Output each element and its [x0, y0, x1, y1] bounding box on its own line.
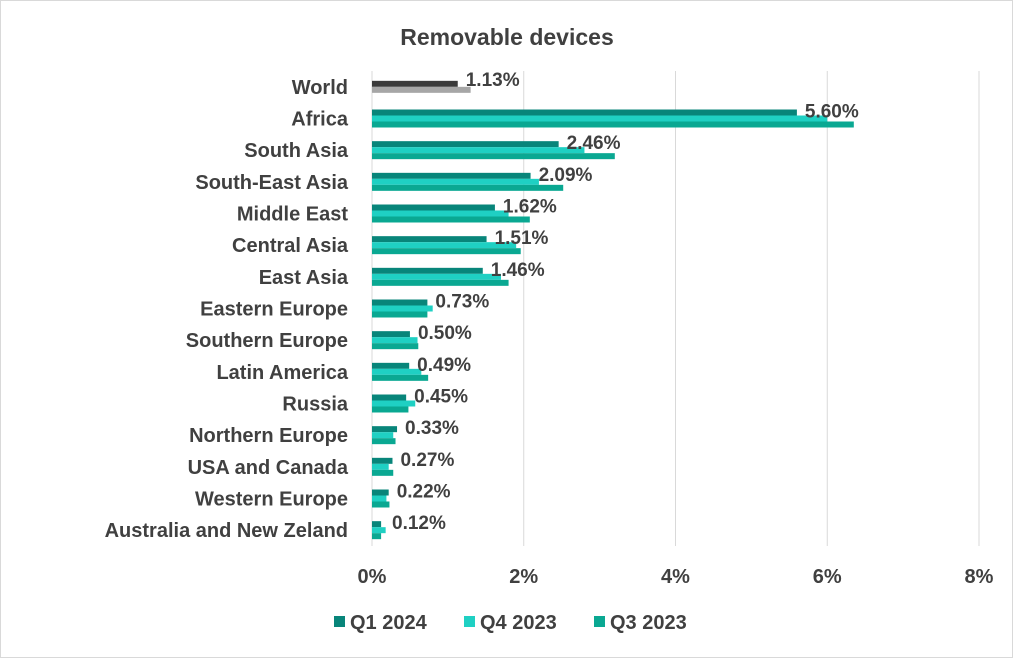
data-label: 0.50% — [418, 323, 472, 344]
legend-label: Q3 2023 — [610, 612, 687, 634]
bar-q1-2024 — [372, 141, 559, 148]
x-tick-label: 8% — [965, 566, 994, 588]
bar-q1-2024 — [372, 236, 487, 243]
category-label: Latin America — [216, 362, 348, 384]
chart-title: Removable devices — [400, 24, 614, 50]
category-label: Eastern Europe — [200, 299, 348, 321]
bar-q3-2023 — [372, 279, 509, 286]
bar-q4-2023 — [372, 400, 416, 407]
legend-swatch — [594, 616, 605, 627]
bar-q1-2024 — [372, 521, 382, 528]
bar-q1-2024 — [372, 172, 531, 179]
category-label: USA and Canada — [188, 457, 349, 479]
category-label: Australia and New Zeland — [105, 520, 348, 542]
data-label: 0.12% — [392, 513, 446, 534]
data-label: 1.51% — [495, 228, 549, 249]
category-label: Southern Europe — [186, 330, 348, 352]
bar-q3-2023 — [372, 86, 471, 93]
bar-q3-2023 — [372, 343, 419, 350]
bar-q4-2023 — [372, 273, 501, 280]
bar-q4-2023 — [372, 368, 422, 375]
x-tick-label: 4% — [661, 566, 690, 588]
bar-q1-2024 — [372, 426, 398, 433]
category-label: Africa — [291, 109, 349, 131]
bar-q4-2023 — [372, 337, 418, 344]
bar-q1-2024 — [372, 80, 458, 87]
data-label: 0.22% — [397, 482, 451, 503]
bar-q1-2024 — [372, 299, 428, 306]
data-label: 2.46% — [567, 133, 621, 154]
bar-q1-2024 — [372, 362, 410, 369]
bar-q3-2023 — [372, 248, 521, 255]
category-label: Middle East — [237, 204, 348, 226]
legend-label: Q4 2023 — [480, 612, 557, 634]
bar-q3-2023 — [372, 121, 854, 128]
bar-q3-2023 — [372, 501, 390, 508]
bar-q4-2023 — [372, 115, 828, 122]
category-label: Western Europe — [195, 489, 348, 511]
bar-q4-2023 — [372, 210, 509, 217]
data-label: 0.45% — [414, 387, 468, 408]
bar-q1-2024 — [372, 109, 797, 116]
data-label: 5.60% — [805, 102, 859, 123]
category-label: East Asia — [259, 267, 349, 289]
bar-q3-2023 — [372, 184, 564, 191]
bar-q3-2023 — [372, 469, 394, 476]
legend-label: Q1 2024 — [350, 612, 428, 634]
bar-q1-2024 — [372, 489, 389, 496]
legend: Q1 2024 Q4 2023 Q3 2023 — [334, 612, 687, 634]
data-label: 0.27% — [400, 450, 454, 471]
bar-q4-2023 — [372, 242, 517, 249]
bar-q3-2023 — [372, 438, 396, 445]
bar-q3-2023 — [372, 311, 428, 318]
category-label: South Asia — [244, 140, 349, 162]
bar-q1-2024 — [372, 457, 393, 464]
data-label: 0.33% — [405, 418, 459, 439]
bar-q4-2023 — [372, 527, 386, 534]
bar-q3-2023 — [372, 216, 530, 223]
bar-q3-2023 — [372, 153, 615, 160]
data-labels: 1.13% 5.60% 2.46% 2.09% 1.62% 1.51% 1.46%0.73%… — [392, 70, 859, 534]
category-label: Northern Europe — [189, 425, 348, 447]
category-label: South-East Asia — [195, 172, 348, 194]
bar-q3-2023 — [372, 374, 429, 381]
bar-q4-2023 — [372, 178, 539, 185]
bars — [372, 80, 854, 540]
bar-q1-2024 — [372, 204, 495, 211]
bar-q4-2023 — [372, 147, 585, 154]
data-label: 0.73% — [435, 292, 489, 313]
bar-q4-2023 — [372, 463, 389, 470]
bar-q3-2023 — [372, 406, 409, 413]
bar-q3-2023 — [372, 533, 382, 540]
bar-q4-2023 — [372, 495, 387, 502]
x-tick-labels: 0% 2% 4% 6% 8% — [358, 566, 994, 588]
category-label: World — [292, 77, 348, 99]
data-label: 1.62% — [503, 197, 557, 218]
bar-q1-2024 — [372, 331, 410, 338]
x-tick-label: 2% — [509, 566, 538, 588]
data-label: 2.09% — [539, 165, 593, 186]
x-tick-label: 0% — [358, 566, 387, 588]
category-label: Central Asia — [232, 235, 349, 257]
bar-q4-2023 — [372, 305, 433, 312]
bar-q1-2024 — [372, 394, 407, 401]
x-tick-label: 6% — [813, 566, 842, 588]
legend-swatch — [464, 616, 475, 627]
data-label: 1.13% — [466, 70, 520, 91]
data-label: 0.49% — [417, 355, 471, 376]
category-label: Russia — [282, 394, 348, 416]
bar-q4-2023 — [372, 432, 394, 439]
legend-swatch — [334, 616, 345, 627]
data-label: 1.46% — [491, 260, 545, 281]
category-labels: World Africa South Asia South-East Asia Midd… — [105, 77, 349, 542]
bar-q1-2024 — [372, 267, 483, 274]
